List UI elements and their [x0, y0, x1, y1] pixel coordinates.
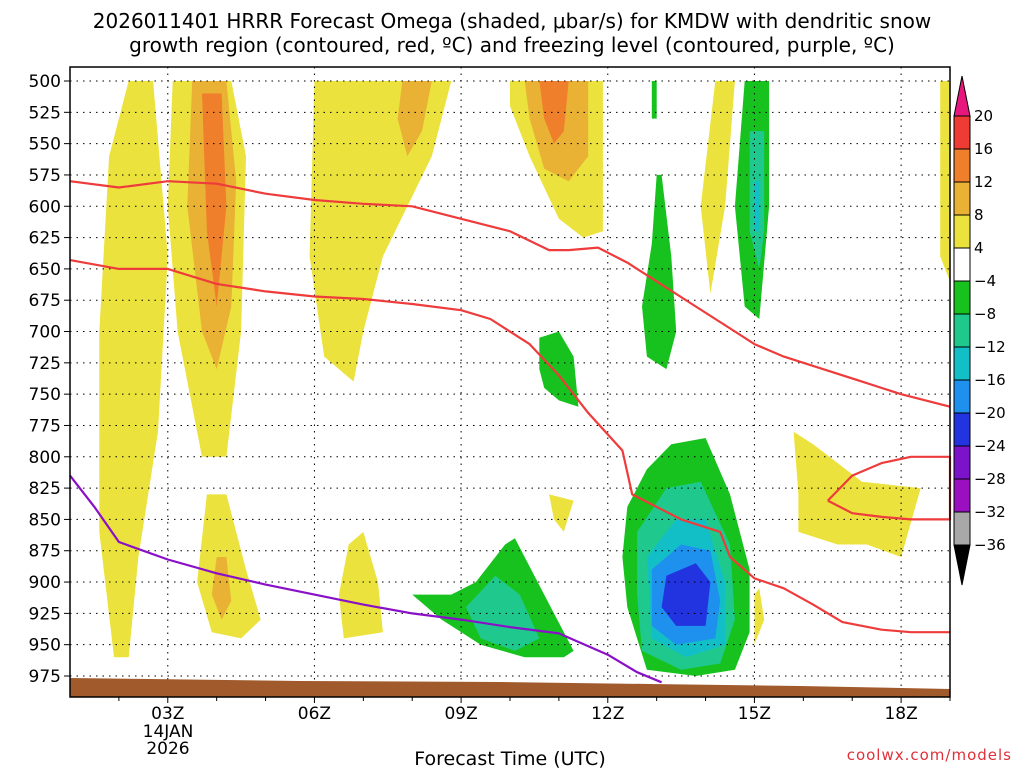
colorbar-label-5: −4	[974, 272, 996, 290]
date-label-year: 2026	[146, 739, 189, 759]
colorbar-label-2: 12	[974, 173, 993, 191]
x-tick-label-18Z: 18Z	[884, 704, 917, 724]
chart-title: 2026011401 HRRR Forecast Omega (shaded, …	[93, 9, 931, 33]
colorbar-segment-10	[953, 412, 971, 447]
colorbar-label-9: −20	[974, 404, 1006, 422]
omega-region-19	[754, 181, 760, 232]
dgz-contour-top	[69, 180, 951, 408]
date-label-day: 14JAN	[143, 722, 194, 742]
y-tick-label-600: 600	[29, 197, 61, 217]
y-tick-label-625: 625	[29, 229, 61, 249]
omega-region-6	[309, 81, 452, 382]
colorbar-label-6: −8	[974, 305, 996, 323]
y-tick-label-975: 975	[29, 667, 61, 687]
colorbar-label-13: −36	[974, 536, 1006, 554]
colorbar-segment-5	[953, 247, 971, 282]
temperature-contours	[69, 180, 952, 684]
colorbar-segment-12	[953, 478, 971, 513]
colorbar-segment-13	[953, 511, 971, 546]
colorbar-label-10: −24	[974, 437, 1006, 455]
plot-area	[69, 66, 952, 698]
y-tick-label-900: 900	[29, 573, 61, 593]
omega-region-8	[338, 531, 383, 639]
colorbar-label-1: 16	[974, 140, 993, 158]
y-tick-label-525: 525	[29, 103, 61, 123]
colorbar-segment-3	[953, 181, 971, 216]
colorbar-top-arrow	[953, 75, 971, 117]
omega-region-14	[754, 588, 765, 645]
y-tick-label-675: 675	[29, 291, 61, 311]
y-tick-label-500: 500	[29, 72, 61, 92]
terrain-ground	[70, 678, 950, 697]
y-tick-label-950: 950	[29, 636, 61, 656]
x-tick-label-06Z: 06Z	[298, 704, 331, 724]
x-axis-ticks: 03Z 06Z 09Z 12Z 15Z 18Z	[118, 697, 951, 724]
y-tick-label-700: 700	[29, 323, 61, 343]
dgz-contour-bottom	[69, 259, 950, 634]
colorbar-label-12: −32	[974, 503, 1006, 521]
y-tick-label-925: 925	[29, 604, 61, 624]
y-tick-label-825: 825	[29, 479, 61, 499]
colorbar-segment-7	[953, 313, 971, 348]
x-axis-label: Forecast Time (UTC)	[414, 748, 605, 768]
y-tick-label-875: 875	[29, 542, 61, 562]
colorbar-label-11: −28	[974, 470, 1006, 488]
colorbar-label-0: 20	[974, 107, 993, 125]
y-tick-label-750: 750	[29, 385, 61, 405]
y-tick-label-650: 650	[29, 260, 61, 280]
omega-region-7	[397, 81, 432, 157]
chart-title-line2: growth region (contoured, red, ºC) and f…	[129, 33, 895, 57]
omega-region-11	[539, 81, 569, 144]
omega-region-0	[99, 81, 168, 658]
colorbar-segment-2	[953, 148, 971, 183]
omega-region-3	[202, 93, 227, 307]
credit-text: coolwx.com/models	[847, 746, 1012, 764]
grid-lines	[70, 67, 950, 697]
y-axis-ticks: 500 525 550 575 600 625 650 675 700 725 750 775 800 8…	[29, 72, 70, 687]
y-tick-label-575: 575	[29, 166, 61, 186]
omega-region-12	[700, 81, 735, 294]
x-tick-label-09Z: 09Z	[444, 704, 477, 724]
omega-region-13	[793, 431, 921, 557]
colorbar-segment-1	[953, 115, 971, 150]
y-tick-label-800: 800	[29, 448, 61, 468]
y-tick-label-550: 550	[29, 135, 61, 155]
y-tick-label-775: 775	[29, 416, 61, 436]
x-tick-label-12Z: 12Z	[591, 704, 624, 724]
colorbar-segment-4	[953, 214, 971, 249]
colorbar-segment-6	[953, 280, 971, 315]
colorbar-segment-8	[953, 346, 971, 381]
colorbar-label-3: 8	[974, 206, 984, 224]
colorbar-bottom-arrow	[953, 544, 971, 586]
colorbar-label-7: −12	[974, 338, 1006, 356]
omega-region-27	[661, 563, 711, 626]
omega-region-20	[642, 174, 677, 370]
x-tick-label-03Z: 03Z	[151, 704, 184, 724]
omega-region-21	[651, 81, 657, 119]
y-tick-label-850: 850	[29, 510, 61, 530]
colorbar-segment-11	[953, 445, 971, 480]
colorbar-label-8: −16	[974, 371, 1006, 389]
y-tick-label-725: 725	[29, 354, 61, 374]
x-tick-label-15Z: 15Z	[738, 704, 771, 724]
freezing-level-contour	[69, 474, 663, 684]
omega-region-4	[197, 494, 261, 639]
omega-region-15	[549, 494, 574, 532]
omega-region-29	[466, 575, 540, 651]
colorbar-label-4: 4	[974, 239, 984, 257]
colorbar-segment-9	[953, 379, 971, 414]
colorbar: 20 16 12 8 4 −4 −8 −12 −16 −20 −24 −28 −32 −36	[953, 75, 1006, 586]
omega-region-16	[940, 81, 950, 282]
